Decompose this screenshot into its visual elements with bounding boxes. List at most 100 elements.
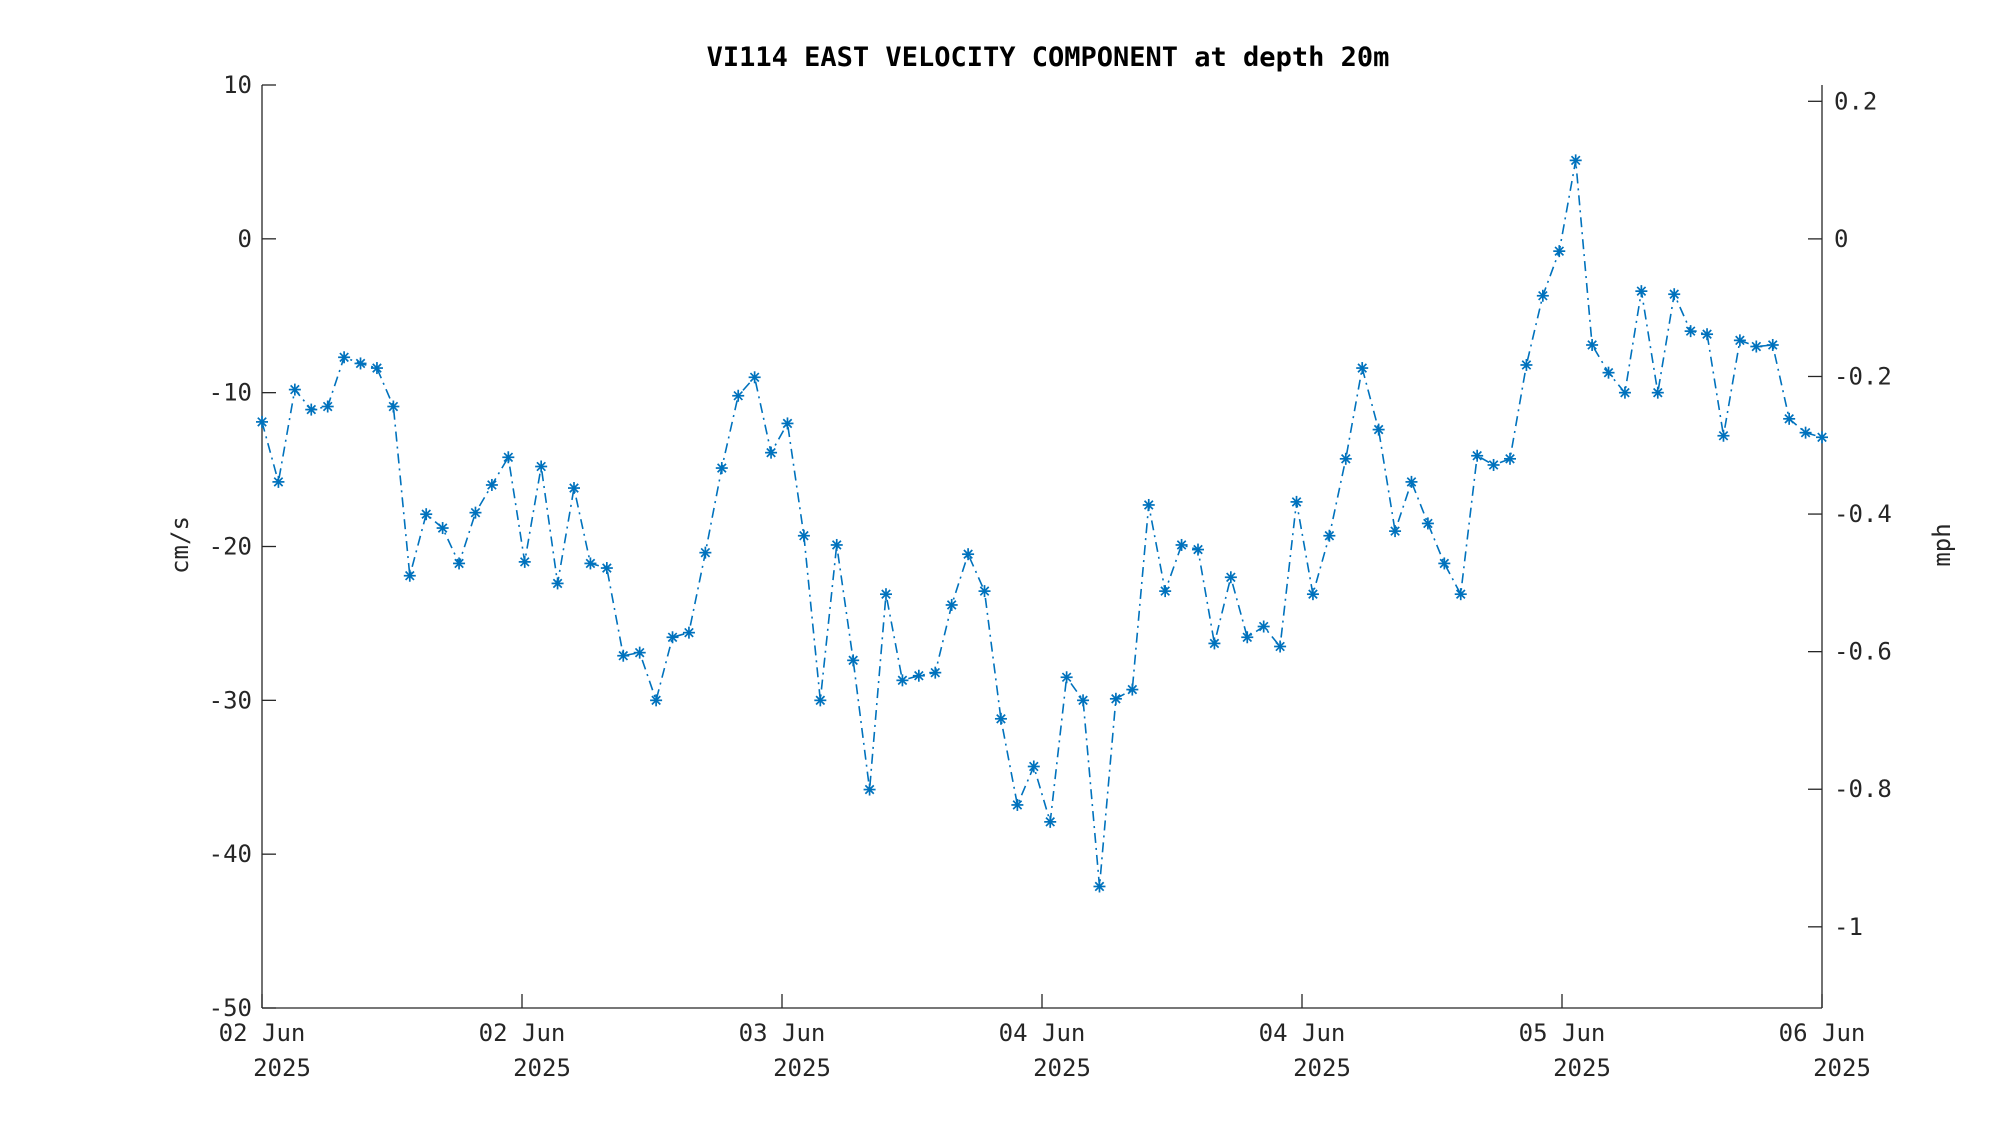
data-point bbox=[1175, 538, 1188, 551]
data-point bbox=[1224, 571, 1237, 584]
x-tick-label-year: 2025 bbox=[1033, 1054, 1091, 1082]
data-point bbox=[1438, 557, 1451, 570]
data-point bbox=[1142, 498, 1155, 511]
data-point bbox=[1044, 815, 1057, 828]
data-point bbox=[1011, 798, 1024, 811]
data-point bbox=[945, 598, 958, 611]
data-point bbox=[1306, 588, 1319, 601]
data-point bbox=[1323, 529, 1336, 542]
data-point bbox=[797, 529, 810, 542]
data-point bbox=[1618, 386, 1631, 399]
data-point bbox=[502, 451, 515, 464]
data-point bbox=[1208, 637, 1221, 650]
x-tick-label-day: 05 Jun bbox=[1519, 1019, 1606, 1047]
data-point bbox=[1487, 458, 1500, 471]
y-tick-label-right: -1 bbox=[1834, 913, 1863, 941]
data-point bbox=[1783, 412, 1796, 425]
data-point bbox=[1553, 245, 1566, 258]
data-point bbox=[288, 383, 301, 396]
data-point bbox=[1093, 880, 1106, 893]
y-tick-label-left: -40 bbox=[209, 840, 252, 868]
x-tick-label-year: 2025 bbox=[1813, 1054, 1871, 1082]
y-tick-label-left: -50 bbox=[209, 994, 252, 1022]
data-point bbox=[600, 562, 613, 575]
y-axis-label-left: cm/s bbox=[166, 516, 194, 574]
x-tick-label-day: 02 Jun bbox=[219, 1019, 306, 1047]
data-point bbox=[305, 403, 318, 416]
data-point bbox=[1454, 588, 1467, 601]
data-point bbox=[994, 712, 1007, 725]
data-point bbox=[1241, 631, 1254, 644]
y-tick-label-right: -0.4 bbox=[1834, 500, 1892, 528]
data-point bbox=[1750, 340, 1763, 353]
series-layer bbox=[256, 154, 1828, 893]
x-tick-label-day: 02 Jun bbox=[479, 1019, 566, 1047]
data-point bbox=[321, 400, 334, 413]
data-point bbox=[568, 482, 580, 495]
x-tick-label-day: 04 Jun bbox=[1259, 1019, 1346, 1047]
x-tick-label-day: 06 Jun bbox=[1779, 1019, 1866, 1047]
data-point bbox=[387, 400, 400, 413]
data-point bbox=[1405, 475, 1418, 488]
data-point bbox=[1586, 338, 1599, 351]
x-tick-label-year: 2025 bbox=[513, 1054, 571, 1082]
data-point bbox=[1077, 694, 1090, 707]
x-tick-label-year: 2025 bbox=[773, 1054, 831, 1082]
data-point bbox=[896, 674, 909, 687]
data-point bbox=[1356, 362, 1369, 375]
data-point bbox=[1257, 620, 1270, 633]
data-point bbox=[338, 351, 351, 364]
x-tick-label-year: 2025 bbox=[1293, 1054, 1351, 1082]
data-point bbox=[436, 522, 449, 535]
data-point bbox=[1421, 517, 1434, 530]
y-tick-label-left: -30 bbox=[209, 686, 252, 714]
y-tick-label-left: 10 bbox=[223, 71, 252, 99]
data-point bbox=[354, 357, 367, 370]
data-point bbox=[715, 462, 728, 475]
data-point bbox=[682, 626, 695, 639]
data-point bbox=[272, 475, 285, 488]
data-point bbox=[814, 694, 827, 707]
data-point bbox=[1684, 325, 1697, 338]
data-point bbox=[1389, 525, 1402, 538]
data-point bbox=[699, 546, 712, 559]
data-point bbox=[1339, 452, 1352, 465]
data-point bbox=[781, 417, 794, 430]
plot-axes: 10 0 -10 -20 -30 -40 -50 0.2 0 -0.2 -0.4 -0.6 -0.8 -1… bbox=[209, 71, 1892, 1082]
data-point bbox=[535, 460, 548, 473]
data-point bbox=[880, 588, 892, 601]
data-point bbox=[1536, 289, 1549, 302]
data-point bbox=[1290, 495, 1303, 508]
series-line bbox=[261, 160, 1823, 887]
data-point bbox=[765, 446, 778, 459]
data-point bbox=[633, 646, 646, 659]
data-point bbox=[518, 555, 531, 568]
data-point bbox=[584, 557, 597, 570]
y-tick-label-right: -0.2 bbox=[1834, 362, 1892, 390]
data-point bbox=[1602, 366, 1615, 379]
data-point bbox=[1372, 423, 1385, 436]
data-point bbox=[650, 694, 663, 707]
y-tick-label-left: 0 bbox=[238, 225, 252, 253]
data-point bbox=[666, 631, 679, 644]
x-tick-label-day: 03 Jun bbox=[739, 1019, 826, 1047]
data-point bbox=[929, 666, 942, 679]
data-point bbox=[453, 557, 466, 570]
y-tick-label-right: -0.8 bbox=[1834, 775, 1892, 803]
y-tick-label-right: 0 bbox=[1834, 225, 1848, 253]
data-point bbox=[370, 362, 383, 375]
data-point bbox=[420, 508, 433, 521]
x-tick-label-year: 2025 bbox=[253, 1054, 311, 1082]
y-tick-label-left: -10 bbox=[209, 379, 252, 407]
data-point bbox=[830, 538, 843, 551]
data-point bbox=[912, 669, 925, 682]
data-point bbox=[1569, 154, 1582, 167]
data-point bbox=[469, 506, 482, 519]
data-point bbox=[1816, 431, 1828, 444]
data-point bbox=[617, 649, 630, 662]
data-point bbox=[256, 415, 268, 428]
data-point bbox=[1126, 683, 1139, 696]
data-point bbox=[962, 548, 975, 561]
data-point bbox=[1520, 358, 1533, 371]
